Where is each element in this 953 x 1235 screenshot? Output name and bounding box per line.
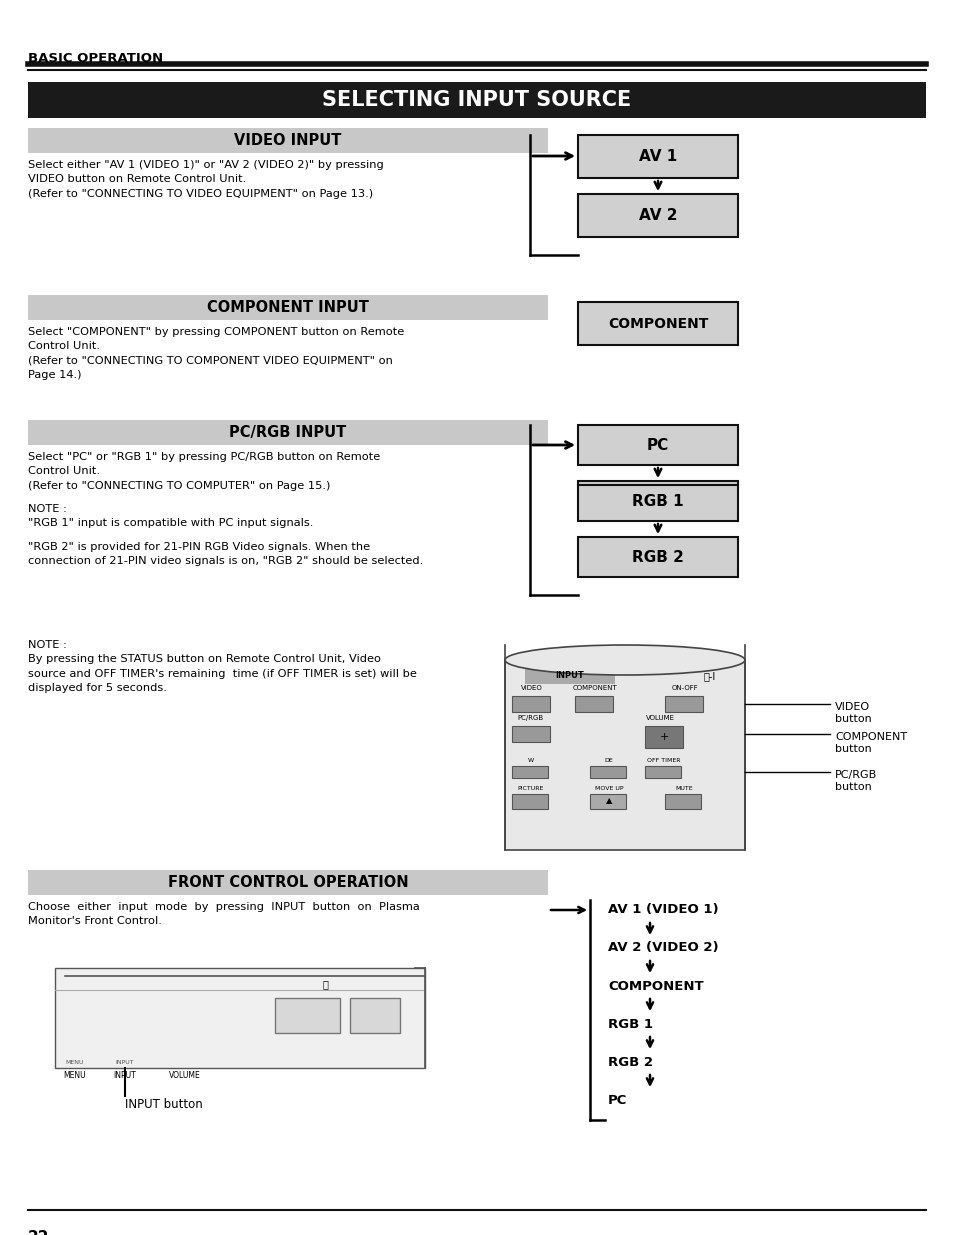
Text: DE: DE <box>604 757 613 762</box>
Text: FRONT CONTROL OPERATION: FRONT CONTROL OPERATION <box>168 876 408 890</box>
Bar <box>578 425 738 466</box>
Text: Select "COMPONENT" by pressing COMPONENT button on Remote
Control Unit.
(Refer t: Select "COMPONENT" by pressing COMPONENT… <box>28 327 404 380</box>
Text: COMPONENT: COMPONENT <box>607 979 703 993</box>
Text: PC/RGB
button: PC/RGB button <box>834 769 877 793</box>
Text: OFF TIMER: OFF TIMER <box>646 757 680 762</box>
Text: "RGB 2" is provided for 21-PIN RGB Video signals. When the
connection of 21-PIN : "RGB 2" is provided for 21-PIN RGB Video… <box>28 542 423 567</box>
Text: COMPONENT: COMPONENT <box>572 685 617 692</box>
Bar <box>578 537 738 577</box>
Text: AV 1 (VIDEO 1): AV 1 (VIDEO 1) <box>607 904 718 916</box>
Bar <box>55 968 424 1068</box>
Text: AV 1: AV 1 <box>639 149 677 164</box>
Text: RGB 2: RGB 2 <box>632 550 683 564</box>
Text: PC: PC <box>646 437 668 452</box>
Text: PC/RGB: PC/RGB <box>517 715 542 721</box>
Bar <box>504 659 744 850</box>
Bar <box>274 998 339 1032</box>
Text: PICTURE: PICTURE <box>517 785 543 790</box>
Text: COMPONENT: COMPONENT <box>607 316 707 331</box>
Text: Select either "AV 1 (VIDEO 1)" or "AV 2 (VIDEO 2)" by pressing
VIDEO button on R: Select either "AV 1 (VIDEO 1)" or "AV 2 … <box>28 161 383 199</box>
Text: VIDEO INPUT: VIDEO INPUT <box>234 133 341 148</box>
Text: MOVE UP: MOVE UP <box>594 785 622 790</box>
Text: ▲: ▲ <box>605 797 612 805</box>
Text: ⏻-I: ⏻-I <box>703 671 716 680</box>
Bar <box>578 135 738 178</box>
Text: Choose  either  input  mode  by  pressing  INPUT  button  on  Plasma
Monitor's F: Choose either input mode by pressing INP… <box>28 902 419 926</box>
Text: RGB 1: RGB 1 <box>632 494 683 509</box>
Text: COMPONENT INPUT: COMPONENT INPUT <box>207 300 369 315</box>
Ellipse shape <box>504 645 744 676</box>
Bar <box>512 766 547 778</box>
Text: ON-OFF: ON-OFF <box>671 685 698 692</box>
Text: VIDEO
button: VIDEO button <box>834 701 871 725</box>
Text: 22: 22 <box>28 1230 50 1235</box>
Text: MUTE: MUTE <box>675 785 692 790</box>
Text: SELECTING INPUT SOURCE: SELECTING INPUT SOURCE <box>322 90 631 110</box>
Text: +: + <box>659 732 668 742</box>
Bar <box>575 697 613 713</box>
Bar <box>644 766 680 778</box>
Bar <box>578 480 738 521</box>
Bar <box>578 303 738 345</box>
Text: PC: PC <box>607 1093 627 1107</box>
Text: INPUT: INPUT <box>113 1071 136 1079</box>
Bar <box>28 295 547 320</box>
Bar <box>28 420 547 445</box>
Bar <box>589 794 625 809</box>
Bar <box>589 766 625 778</box>
Text: INPUT button: INPUT button <box>125 1098 203 1112</box>
Text: W: W <box>527 757 534 762</box>
Bar <box>28 128 547 153</box>
Bar <box>512 697 550 713</box>
Text: MENU: MENU <box>64 1071 86 1079</box>
Text: AV 2: AV 2 <box>639 207 677 224</box>
Text: MENU: MENU <box>66 1061 84 1066</box>
Bar <box>644 726 682 748</box>
Text: VOLUME: VOLUME <box>169 1071 201 1079</box>
Bar <box>28 869 547 895</box>
Text: RGB 1: RGB 1 <box>607 1018 652 1030</box>
Bar <box>512 726 550 742</box>
Text: Select "PC" or "RGB 1" by pressing PC/RGB button on Remote
Control Unit.
(Refer : Select "PC" or "RGB 1" by pressing PC/RG… <box>28 452 380 490</box>
Bar <box>664 697 702 713</box>
Bar <box>578 194 738 237</box>
Text: COMPONENT
button: COMPONENT button <box>834 732 906 755</box>
Text: RGB 2: RGB 2 <box>607 1056 652 1068</box>
Text: ⏻: ⏻ <box>322 979 328 989</box>
Text: INPUT: INPUT <box>555 672 584 680</box>
Text: VIDEO: VIDEO <box>520 685 542 692</box>
Bar <box>28 82 925 119</box>
Bar <box>350 998 399 1032</box>
Text: INPUT: INPUT <box>115 1061 134 1066</box>
Bar <box>512 794 547 809</box>
Bar <box>664 794 700 809</box>
Text: NOTE :
By pressing the STATUS button on Remote Control Unit, Video
source and OF: NOTE : By pressing the STATUS button on … <box>28 640 416 693</box>
Text: PC/RGB INPUT: PC/RGB INPUT <box>229 425 346 440</box>
Bar <box>524 668 615 684</box>
Text: AV 2 (VIDEO 2): AV 2 (VIDEO 2) <box>607 941 718 955</box>
Text: NOTE :
"RGB 1" input is compatible with PC input signals.: NOTE : "RGB 1" input is compatible with … <box>28 504 313 529</box>
Text: VOLUME: VOLUME <box>645 715 674 721</box>
Text: BASIC OPERATION: BASIC OPERATION <box>28 52 163 65</box>
